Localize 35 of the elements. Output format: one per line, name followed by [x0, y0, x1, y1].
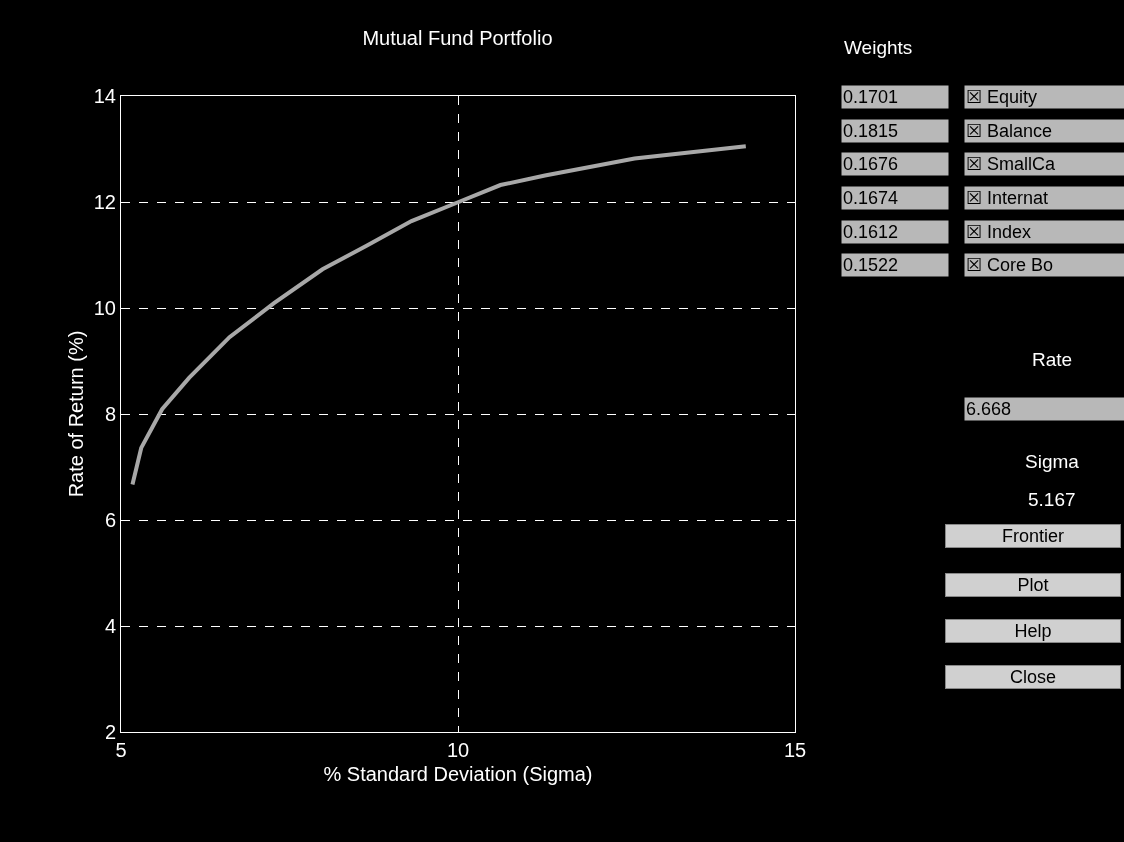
text: ☒ Balance	[966, 121, 1053, 141]
text: 0.1676	[843, 154, 899, 174]
text: 0.1815	[843, 121, 899, 141]
text: ☒ Equity	[966, 87, 1038, 107]
text: 5.167	[1028, 489, 1076, 510]
x-tick-label: 10	[446, 739, 470, 761]
y-tick-label: 6	[104, 509, 116, 531]
y-tick-label: 4	[104, 615, 116, 637]
text: ☒ Core Bo	[966, 255, 1054, 275]
chart-title: Mutual Fund Portfolio	[362, 26, 553, 49]
y-tick-label: 8	[104, 403, 116, 425]
text: Close	[1009, 667, 1057, 687]
text: 0.1612	[843, 222, 899, 242]
text: 0.1674	[843, 188, 899, 208]
x-tick-label: 15	[783, 739, 807, 761]
text: ☒ Index	[966, 222, 1032, 242]
text: Weights	[844, 37, 913, 58]
text: 0.1522	[843, 255, 899, 275]
text: 0.1701	[843, 87, 899, 107]
x-tick-label: 5	[115, 739, 127, 761]
text: Sigma	[1025, 451, 1080, 472]
text: Help	[1014, 621, 1052, 641]
text: ☒ SmallCa	[966, 154, 1057, 174]
y-axis-title: Rate of Return (%)	[65, 330, 88, 498]
y-tick-label: 2	[104, 721, 116, 743]
text: Frontier	[1001, 526, 1065, 546]
text: Plot	[1017, 575, 1049, 595]
line-series	[130, 144, 748, 487]
y-tick-label: 10	[93, 297, 116, 319]
x-axis-title: % Standard Deviation (Sigma)	[323, 762, 593, 785]
text: Rate	[1032, 349, 1073, 370]
y-tick-label: 12	[93, 191, 116, 213]
text: 6.668	[966, 399, 1012, 419]
y-tick-label: 14	[93, 85, 116, 107]
text: ☒ Internat	[966, 188, 1049, 208]
